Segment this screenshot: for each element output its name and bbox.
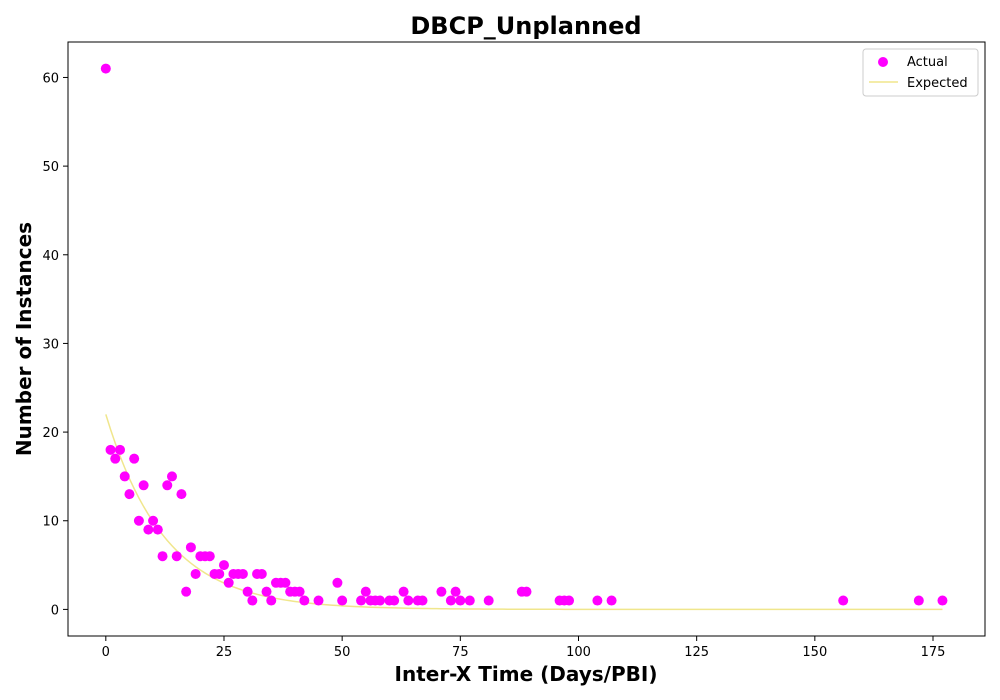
actual-point	[464, 595, 475, 606]
actual-point	[204, 551, 215, 562]
actual-point	[133, 515, 144, 526]
actual-point	[119, 471, 130, 482]
actual-point	[100, 63, 111, 74]
actual-point	[261, 586, 272, 597]
actual-point	[166, 471, 177, 482]
x-tick-label: 25	[216, 645, 233, 660]
legend-box	[862, 48, 979, 97]
actual-point	[280, 577, 291, 588]
chart-title: DBCP_Unplanned	[410, 12, 641, 40]
legend-actual-label: Actual	[907, 55, 948, 70]
actual-point	[360, 586, 371, 597]
plot-area: 0 25 50 75 100 125 150 175 0 10 20 30 40 50 60	[42, 41, 986, 660]
actual-point	[171, 551, 182, 562]
actual-point	[247, 595, 258, 606]
x-tick-label: 50	[334, 645, 351, 660]
actual-point	[356, 595, 367, 606]
actual-point	[114, 444, 125, 455]
y-tick-label: 0	[51, 603, 59, 618]
actual-point	[521, 586, 532, 597]
y-axis-title: Number of Instances	[12, 222, 36, 456]
actual-point	[185, 542, 196, 553]
x-tick-label: 0	[102, 645, 110, 660]
actual-point	[398, 586, 409, 597]
actual-point	[374, 595, 385, 606]
actual-point	[129, 453, 140, 464]
actual-point	[299, 595, 310, 606]
actual-point	[606, 595, 617, 606]
actual-point	[592, 595, 603, 606]
actual-point	[403, 595, 414, 606]
x-tick-label: 75	[452, 645, 469, 660]
actual-point	[266, 595, 277, 606]
x-tick-label: 150	[802, 645, 827, 660]
actual-point	[564, 595, 575, 606]
actual-point	[450, 586, 461, 597]
y-tick-label: 50	[42, 160, 59, 175]
actual-point	[110, 453, 121, 464]
actual-point	[148, 515, 159, 526]
legend-expected-label: Expected	[907, 76, 968, 91]
y-tick-label: 20	[42, 426, 59, 441]
y-tick-label: 10	[42, 515, 59, 530]
actual-point	[455, 595, 466, 606]
actual-point	[152, 524, 163, 535]
actual-point	[223, 577, 234, 588]
actual-point	[214, 568, 225, 579]
actual-point	[162, 480, 173, 491]
x-tick-label: 125	[684, 645, 709, 660]
x-tick-label: 175	[921, 645, 946, 660]
actual-point	[138, 480, 149, 491]
actual-point	[143, 524, 154, 535]
y-tick-label: 40	[42, 249, 59, 264]
actual-point	[218, 560, 229, 571]
x-tick-label: 100	[566, 645, 591, 660]
actual-point	[256, 568, 267, 579]
actual-point	[294, 586, 305, 597]
y-tick-label: 30	[42, 337, 59, 352]
actual-point	[124, 489, 135, 500]
legend: Actual Expected	[862, 48, 979, 97]
actual-point	[417, 595, 428, 606]
actual-point	[157, 551, 168, 562]
legend-actual-marker	[878, 57, 888, 67]
actual-point	[176, 489, 187, 500]
actual-point	[242, 586, 253, 597]
actual-point	[105, 444, 116, 455]
x-axis-title: Inter-X Time (Days/PBI)	[395, 662, 658, 686]
actual-point	[937, 595, 948, 606]
actual-point	[181, 586, 192, 597]
actual-point	[913, 595, 924, 606]
actual-point	[436, 586, 447, 597]
axes-frame	[67, 41, 986, 637]
actual-point	[445, 595, 456, 606]
actual-point	[337, 595, 348, 606]
actual-point	[483, 595, 494, 606]
actual-point	[190, 568, 201, 579]
actual-point	[838, 595, 849, 606]
actual-point	[313, 595, 324, 606]
actual-point	[389, 595, 400, 606]
y-tick-label: 60	[42, 71, 59, 86]
actual-point	[237, 568, 248, 579]
actual-point	[332, 577, 343, 588]
